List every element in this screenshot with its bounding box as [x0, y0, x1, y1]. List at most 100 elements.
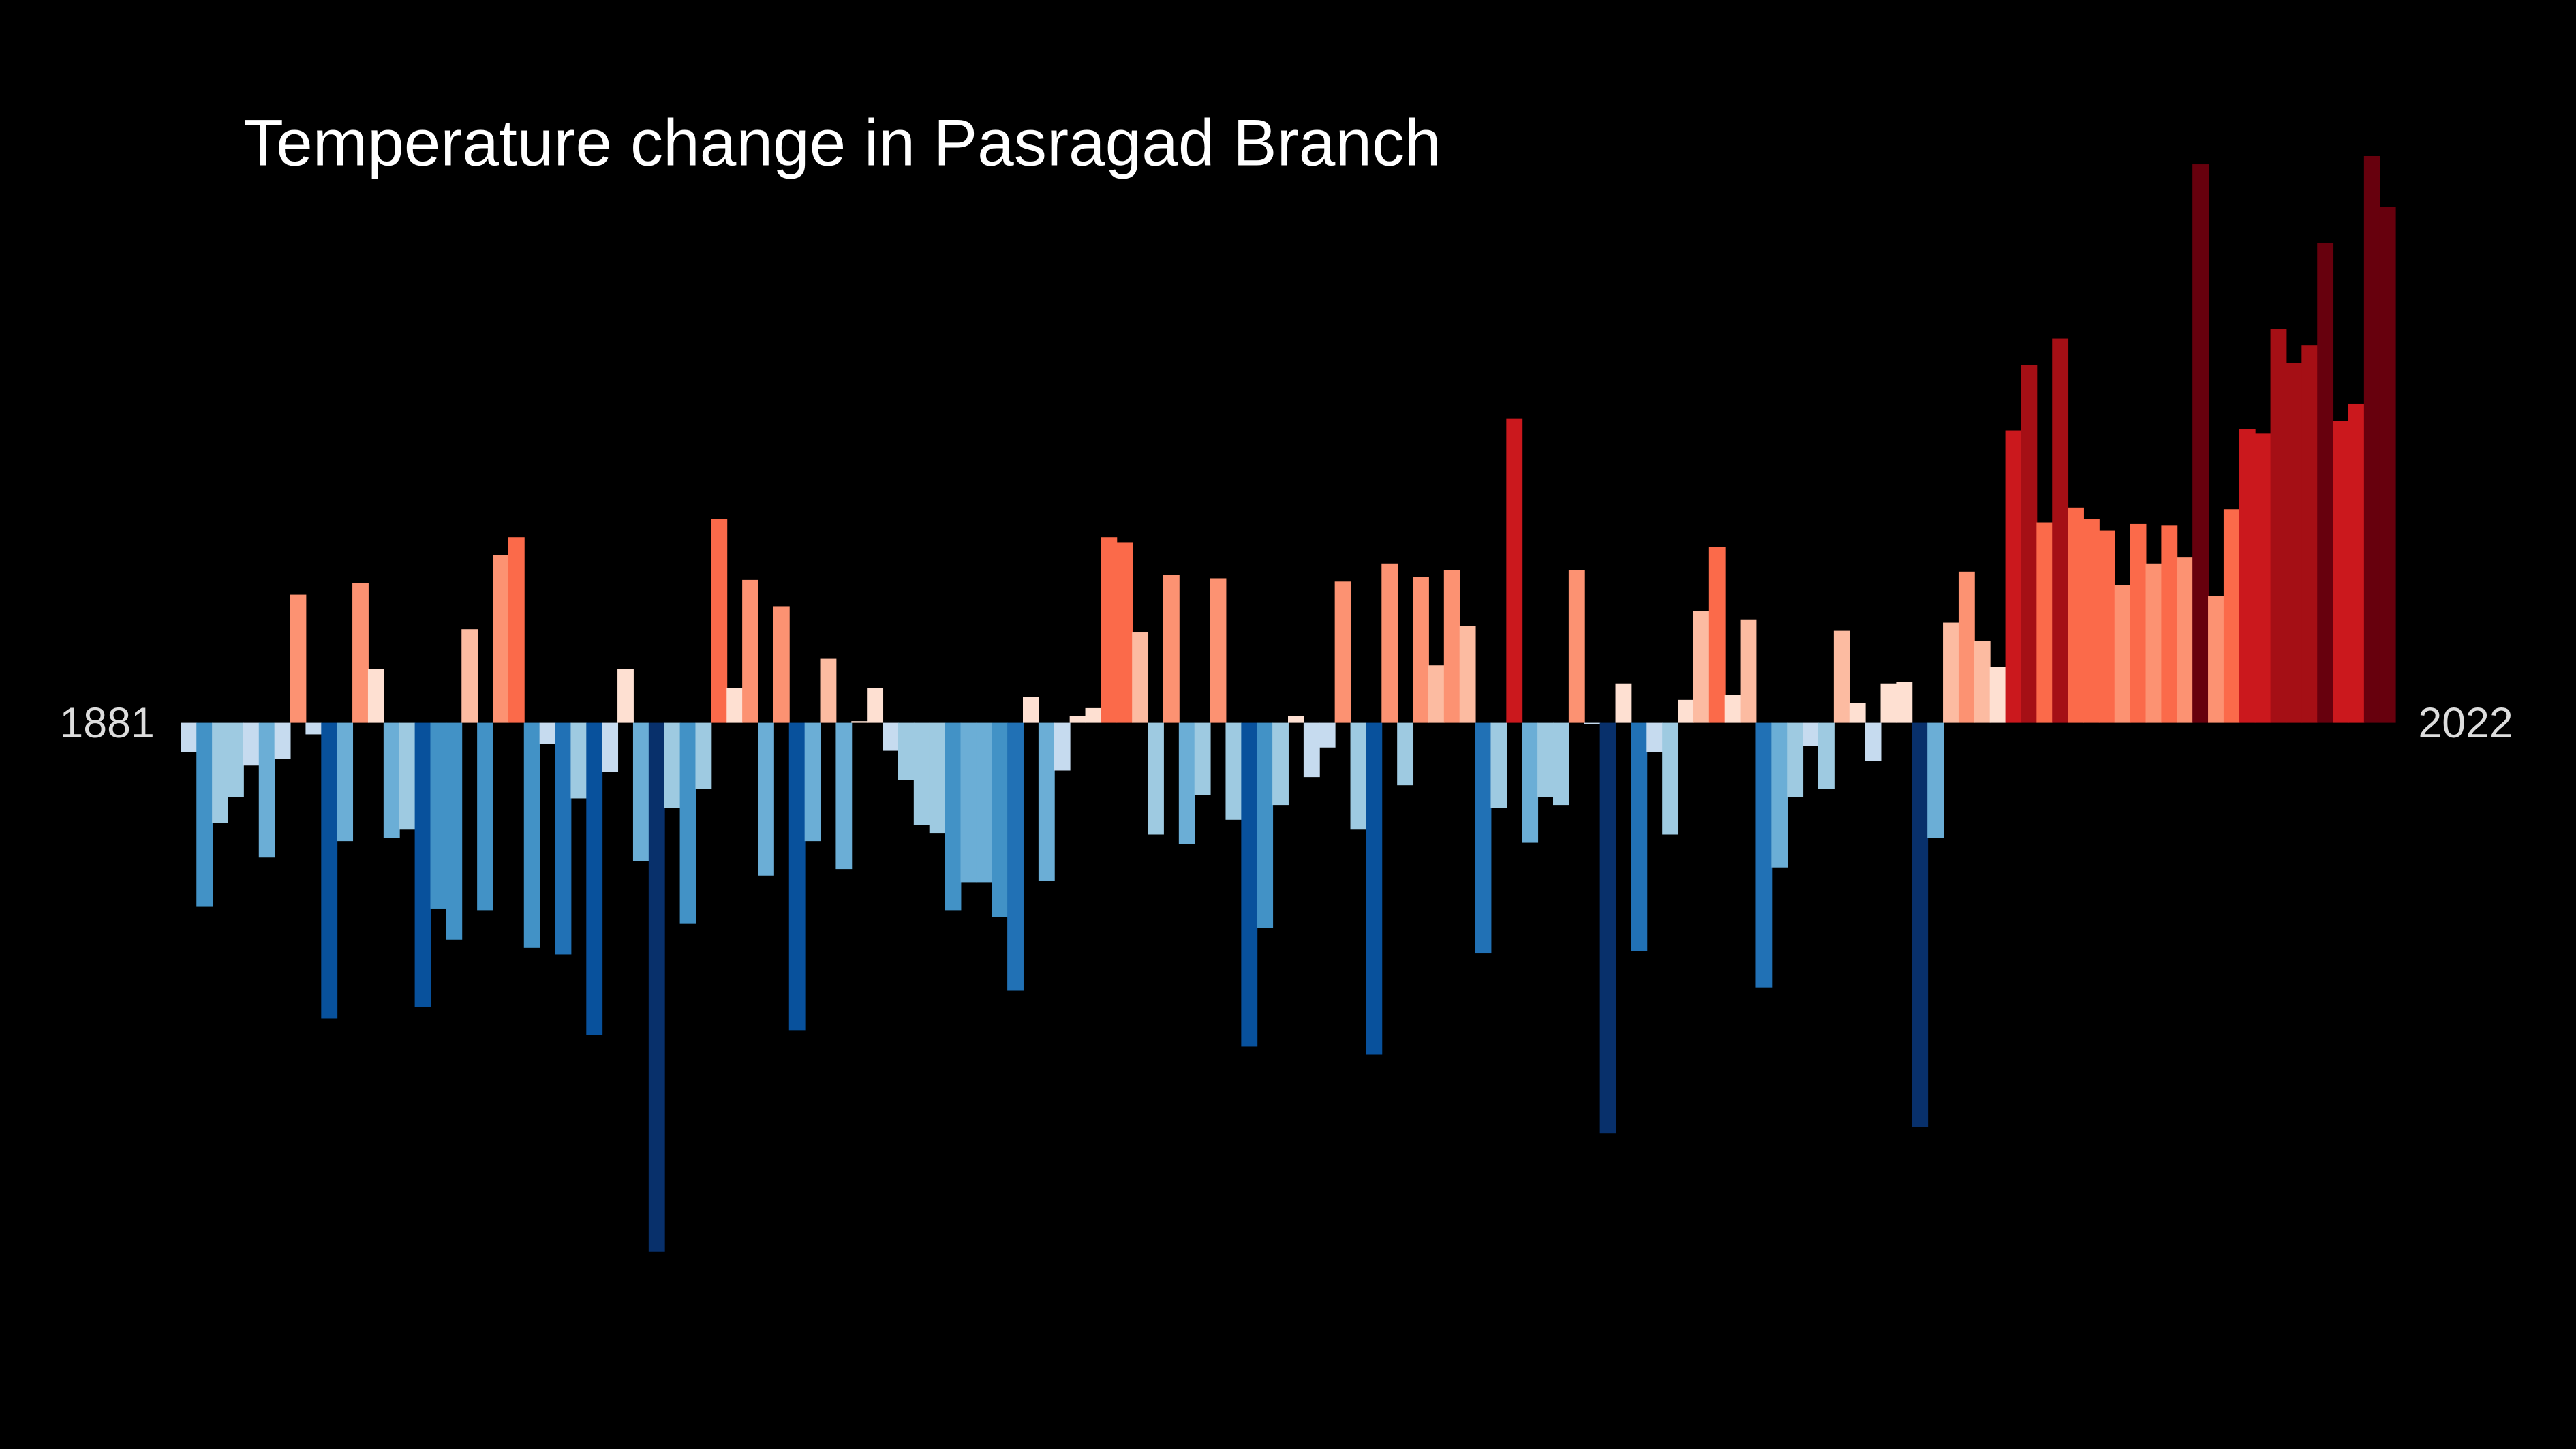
bar	[2036, 522, 2053, 723]
bar	[1771, 722, 1788, 868]
bar	[1599, 722, 1616, 1134]
bar	[1818, 722, 1835, 789]
bar	[804, 722, 821, 842]
bar	[2068, 507, 2084, 723]
bar	[337, 722, 354, 842]
bar	[1787, 722, 1804, 797]
bar	[1178, 722, 1195, 844]
bar	[788, 722, 806, 1031]
bar	[1101, 537, 1118, 723]
year-label: 1881	[59, 699, 154, 747]
bar	[2021, 365, 2038, 723]
bar	[258, 722, 275, 858]
bar	[1568, 570, 1585, 723]
bar	[820, 658, 837, 723]
bar	[2317, 243, 2334, 723]
bar	[2161, 525, 2178, 723]
bar	[2379, 207, 2396, 723]
bar	[1069, 716, 1086, 723]
bar	[586, 722, 603, 1035]
bar	[2333, 421, 2349, 723]
bar	[1319, 722, 1336, 748]
bar	[1132, 632, 1149, 723]
bar	[1506, 418, 1523, 723]
bar	[617, 669, 634, 723]
bar	[1974, 641, 1991, 723]
bar	[1522, 722, 1539, 843]
year-label: 2022	[2418, 699, 2513, 747]
bar	[1708, 547, 1726, 723]
bar	[508, 537, 525, 723]
bar	[274, 722, 291, 759]
bar	[1631, 722, 1648, 951]
bar	[1038, 722, 1055, 881]
bar	[2145, 563, 2162, 723]
bar	[913, 722, 930, 825]
bar	[1163, 575, 1180, 723]
bar	[1148, 722, 1164, 835]
bar	[648, 722, 665, 1252]
bar	[1350, 722, 1367, 830]
bar	[1943, 622, 1959, 723]
bar	[2301, 345, 2318, 723]
bar	[1413, 577, 1429, 723]
bar	[929, 722, 946, 834]
bar	[181, 722, 198, 752]
bar	[321, 722, 338, 1019]
bar	[2239, 429, 2256, 723]
bar	[228, 722, 244, 797]
bar	[711, 519, 728, 723]
bar	[1459, 626, 1476, 723]
bar	[1880, 683, 1897, 723]
bar	[539, 722, 556, 744]
bar	[1366, 722, 1383, 1055]
bar	[1241, 722, 1258, 1047]
bar	[1257, 722, 1274, 928]
bar	[383, 722, 400, 838]
bar	[1288, 716, 1304, 723]
bar	[2130, 523, 2147, 723]
bar	[523, 722, 540, 948]
bar	[835, 722, 853, 870]
bar	[867, 688, 884, 723]
bar	[555, 722, 572, 955]
bar	[1210, 578, 1227, 723]
bar	[2208, 596, 2224, 723]
bar	[773, 606, 790, 723]
bar	[243, 722, 260, 766]
bar	[1724, 695, 1741, 723]
bar	[1833, 630, 1850, 723]
bar	[1490, 722, 1507, 808]
bar	[1958, 571, 1975, 723]
bar	[883, 722, 899, 751]
bar	[1054, 722, 1071, 771]
bar	[664, 722, 681, 808]
bar	[726, 688, 743, 723]
bar	[1303, 722, 1320, 778]
bar	[1428, 665, 1445, 723]
bar	[898, 722, 915, 780]
bar	[2083, 519, 2100, 723]
bar	[1646, 722, 1663, 752]
bar	[2348, 403, 2365, 723]
bar	[446, 722, 463, 940]
bar	[1381, 563, 1398, 723]
bar	[477, 722, 493, 911]
bar	[632, 722, 649, 861]
bar	[2005, 430, 2022, 723]
bar	[1755, 722, 1773, 988]
bar	[1740, 619, 1757, 723]
bar	[960, 722, 977, 883]
bar	[1865, 722, 1882, 761]
bar	[1584, 722, 1601, 724]
bar	[1927, 722, 1944, 838]
bar	[1007, 722, 1024, 991]
bar	[1552, 722, 1569, 806]
bar	[1912, 722, 1929, 1127]
bar	[1334, 581, 1351, 723]
bar	[352, 583, 369, 723]
bar	[399, 722, 416, 830]
bar	[570, 722, 587, 799]
bar	[1085, 707, 1102, 723]
bar	[1989, 667, 2006, 723]
